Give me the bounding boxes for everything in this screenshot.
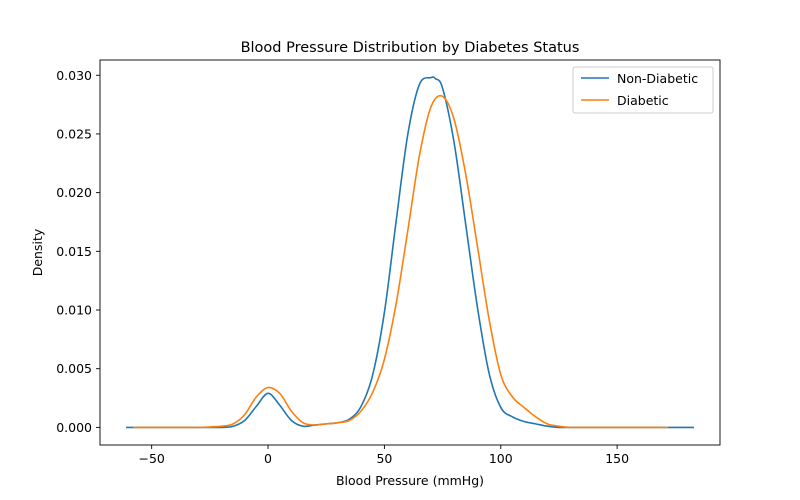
- x-tick-label: 150: [605, 451, 629, 466]
- y-tick-label: 0.010: [56, 303, 92, 318]
- y-tick-label: 0.015: [56, 244, 92, 259]
- y-axis-ticks: 0.000 0.005 0.010 0.015 0.020 0.025 0.030: [56, 68, 100, 435]
- x-tick-label: 50: [376, 451, 392, 466]
- y-tick-label: 0.030: [56, 68, 92, 83]
- x-tick-label: 0: [264, 451, 272, 466]
- series-line-diabetic: [133, 94, 669, 429]
- series-line-non-diabetic: [126, 76, 694, 429]
- chart-title: Blood Pressure Distribution by Diabetes …: [241, 40, 580, 56]
- legend: Non-Diabetic Diabetic: [572, 66, 714, 114]
- x-axis-ticks: −50 0 50 100 150: [138, 445, 629, 466]
- y-tick-label: 0.020: [56, 185, 92, 200]
- y-tick-label: 0.025: [56, 126, 92, 141]
- y-tick-label: 0.000: [56, 420, 92, 435]
- x-axis-label: Blood Pressure (mmHg): [336, 473, 484, 488]
- plot-frame: [99, 59, 721, 446]
- series-lines: [126, 76, 694, 429]
- x-tick-label: 100: [489, 451, 513, 466]
- legend-label-diabetic: Diabetic: [617, 93, 669, 108]
- y-tick-label: 0.005: [56, 361, 92, 376]
- x-tick-label: −50: [138, 451, 164, 466]
- plot-area: [99, 59, 721, 446]
- legend-label-non-diabetic: Non-Diabetic: [617, 71, 698, 86]
- y-axis-label: Density: [30, 228, 45, 276]
